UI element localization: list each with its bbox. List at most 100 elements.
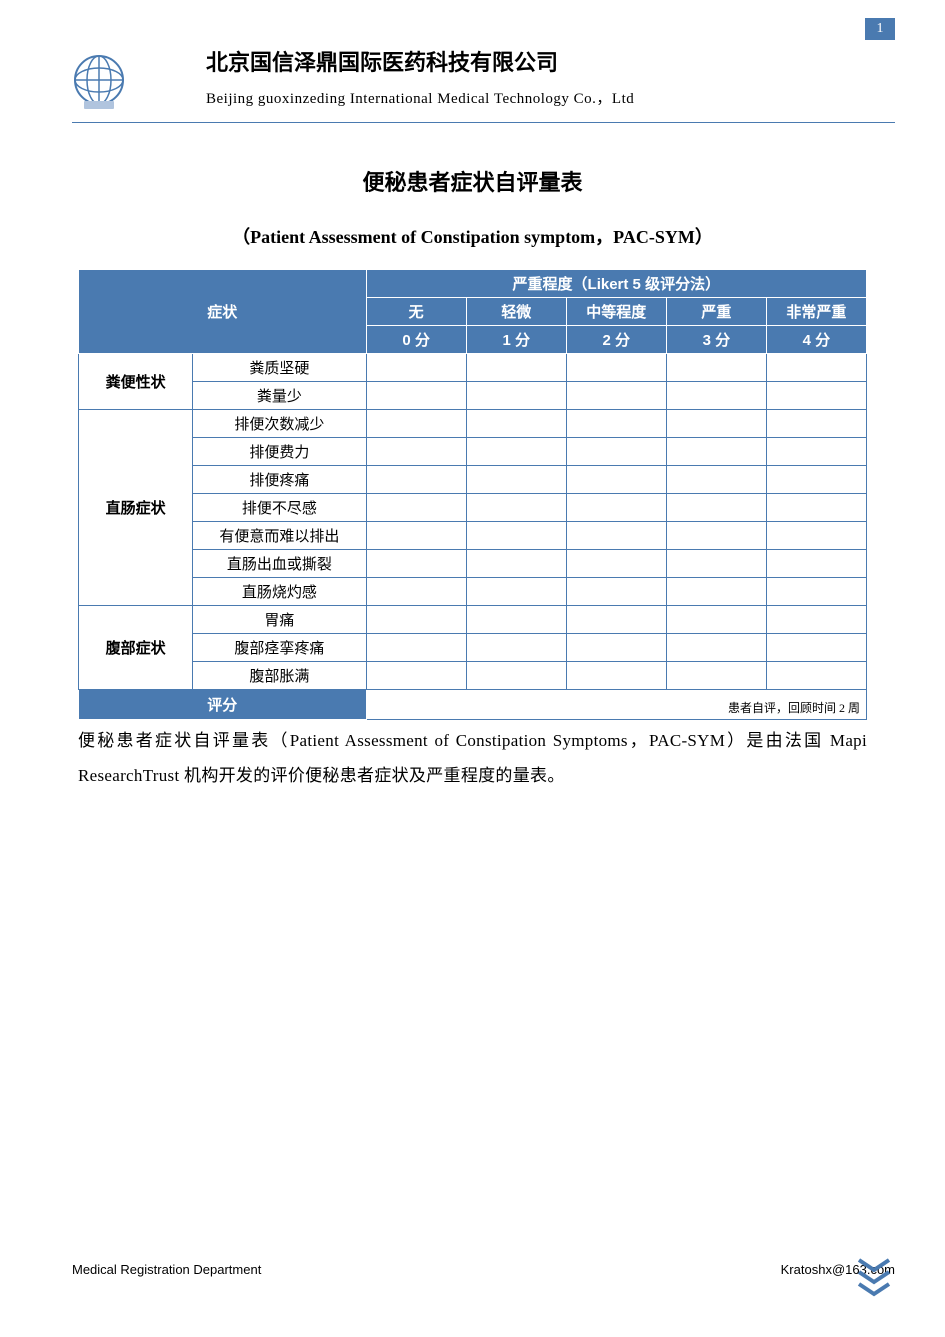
- company-name-en: Beijing guoxinzeding International Medic…: [206, 87, 875, 108]
- document-subtitle: （Patient Assessment of Constipation symp…: [0, 223, 945, 249]
- company-logo-icon: [72, 53, 126, 111]
- score-cell: [766, 606, 866, 634]
- score-cell: [566, 606, 666, 634]
- severity-header: 严重程度（Likert 5 级评分法）: [366, 270, 866, 298]
- score-cell: [566, 382, 666, 410]
- table-row: 排便疼痛: [79, 466, 867, 494]
- score-cell: [366, 606, 466, 634]
- table-row: 腹部症状 胃痛: [79, 606, 867, 634]
- score-cell: [566, 354, 666, 382]
- score-cell: [566, 438, 666, 466]
- col-score: 3 分: [666, 326, 766, 354]
- footer-department: Medical Registration Department: [72, 1262, 261, 1277]
- score-cell: [766, 382, 866, 410]
- symptom-cell: 排便次数减少: [193, 410, 366, 438]
- symptom-cell: 粪质坚硬: [193, 354, 366, 382]
- score-cell: [566, 634, 666, 662]
- chevron-down-icon: [855, 1258, 893, 1305]
- company-name-cn: 北京国信泽鼎国际医药科技有限公司: [206, 45, 875, 77]
- symptom-cell: 排便费力: [193, 438, 366, 466]
- score-cell: [466, 466, 566, 494]
- score-cell: [666, 606, 766, 634]
- score-cell: [366, 662, 466, 690]
- category-cell: 直肠症状: [79, 410, 193, 606]
- score-cell: [666, 438, 766, 466]
- col-label: 中等程度: [566, 298, 666, 326]
- col-label: 严重: [666, 298, 766, 326]
- symptom-cell: 有便意而难以排出: [193, 522, 366, 550]
- score-cell: [666, 634, 766, 662]
- score-cell: [466, 382, 566, 410]
- score-cell: [466, 438, 566, 466]
- score-cell: [766, 410, 866, 438]
- score-cell: [366, 578, 466, 606]
- score-cell: [766, 578, 866, 606]
- symptom-cell: 腹部胀满: [193, 662, 366, 690]
- symptom-cell: 胃痛: [193, 606, 366, 634]
- score-cell: [566, 550, 666, 578]
- table-row: 排便不尽感: [79, 494, 867, 522]
- score-cell: [666, 382, 766, 410]
- score-cell: [766, 634, 866, 662]
- table-row: 腹部痉挛疼痛: [79, 634, 867, 662]
- score-cell: [766, 354, 866, 382]
- score-cell: [766, 466, 866, 494]
- score-cell: [366, 354, 466, 382]
- table-row: 排便费力: [79, 438, 867, 466]
- score-cell: [566, 466, 666, 494]
- score-cell: [766, 662, 866, 690]
- score-cell: [366, 410, 466, 438]
- score-cell: [666, 410, 766, 438]
- table-row: 粪量少: [79, 382, 867, 410]
- score-cell: [466, 606, 566, 634]
- score-cell: [466, 578, 566, 606]
- symptom-cell: 排便不尽感: [193, 494, 366, 522]
- score-cell: [566, 522, 666, 550]
- description-text: 便秘患者症状自评量表（Patient Assessment of Constip…: [0, 720, 945, 794]
- score-cell: [366, 522, 466, 550]
- table-row: 有便意而难以排出: [79, 522, 867, 550]
- table-footer-note: 患者自评，回顾时间 2 周: [366, 690, 866, 720]
- score-cell: [566, 578, 666, 606]
- table-row: 直肠出血或撕裂: [79, 550, 867, 578]
- score-cell: [666, 466, 766, 494]
- col-label: 轻微: [466, 298, 566, 326]
- table-row: 直肠烧灼感: [79, 578, 867, 606]
- score-row-label: 评分: [79, 690, 367, 720]
- col-label: 非常严重: [766, 298, 866, 326]
- header: 北京国信泽鼎国际医药科技有限公司 Beijing guoxinzeding In…: [0, 0, 945, 116]
- col-score: 0 分: [366, 326, 466, 354]
- score-cell: [466, 662, 566, 690]
- col-score: 2 分: [566, 326, 666, 354]
- table-row: 症状 严重程度（Likert 5 级评分法）: [79, 270, 867, 298]
- score-cell: [466, 494, 566, 522]
- table-row: 粪便性状 粪质坚硬: [79, 354, 867, 382]
- score-cell: [666, 522, 766, 550]
- score-cell: [466, 354, 566, 382]
- score-cell: [666, 662, 766, 690]
- score-cell: [666, 494, 766, 522]
- symptom-cell: 排便疼痛: [193, 466, 366, 494]
- score-cell: [366, 382, 466, 410]
- col-score: 4 分: [766, 326, 866, 354]
- symptom-cell: 腹部痉挛疼痛: [193, 634, 366, 662]
- score-cell: [466, 550, 566, 578]
- score-cell: [766, 522, 866, 550]
- assessment-table: 症状 严重程度（Likert 5 级评分法） 无 轻微 中等程度 严重 非常严重…: [78, 269, 867, 720]
- score-cell: [566, 662, 666, 690]
- symptom-cell: 直肠出血或撕裂: [193, 550, 366, 578]
- page-footer: Medical Registration Department Kratoshx…: [72, 1262, 895, 1277]
- page-number: 1: [865, 18, 895, 40]
- score-cell: [666, 578, 766, 606]
- score-cell: [766, 550, 866, 578]
- symptom-cell: 直肠烧灼感: [193, 578, 366, 606]
- table-row: 评分 患者自评，回顾时间 2 周: [79, 690, 867, 720]
- category-cell: 粪便性状: [79, 354, 193, 410]
- score-cell: [366, 438, 466, 466]
- score-cell: [766, 494, 866, 522]
- table-row: 腹部胀满: [79, 662, 867, 690]
- score-cell: [466, 410, 566, 438]
- assessment-table-wrapper: 症状 严重程度（Likert 5 级评分法） 无 轻微 中等程度 严重 非常严重…: [0, 269, 945, 720]
- document-title: 便秘患者症状自评量表: [0, 165, 945, 197]
- table-row: 直肠症状 排便次数减少: [79, 410, 867, 438]
